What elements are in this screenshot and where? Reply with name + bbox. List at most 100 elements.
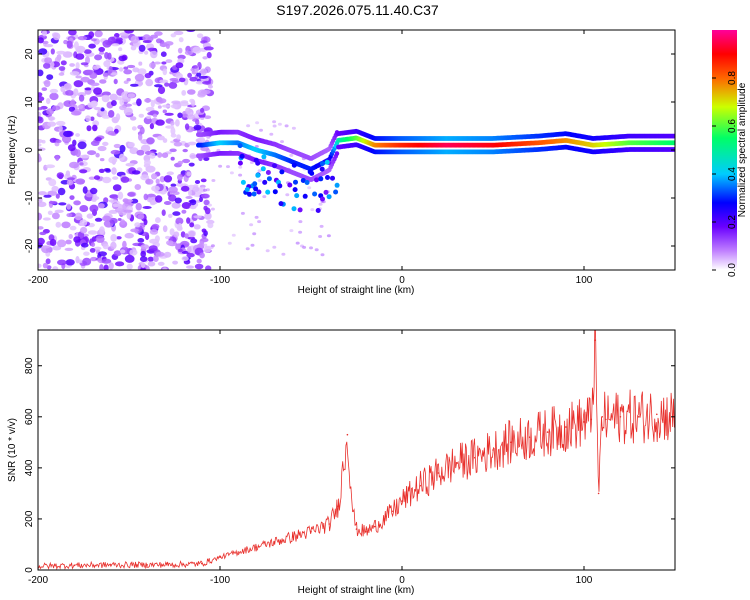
spectrogram-noise-blob (110, 72, 118, 76)
spectrogram-noise-blob (61, 221, 71, 229)
spectrogram-noise-blob (66, 179, 74, 186)
spectrogram-noise-blob (148, 245, 158, 252)
spectrogram-ridge-blob (240, 179, 246, 185)
snr-x-tick-label: -200 (28, 575, 48, 586)
spectrogram-noise-blob (211, 179, 216, 182)
colorbar-tick-label: 0.0 (727, 263, 738, 277)
spectrogram-noise-blob (123, 66, 129, 70)
spectrogram-noise-blob (46, 108, 54, 115)
spectrogram-noise-blob (252, 232, 257, 236)
spectrogram-noise-blob (51, 212, 60, 220)
spectrogram-noise-blob (150, 50, 158, 59)
spectrogram-noise-blob (38, 212, 43, 221)
spectrogram-noise-blob (295, 241, 300, 245)
spectrogram-noise-blob (157, 105, 162, 109)
spectrogram-noise-blob (180, 101, 189, 107)
spectrogram-noise-blob (115, 261, 125, 267)
spectrogram-noise-blob (94, 30, 103, 38)
spectrogram-noise-blob (181, 202, 192, 209)
spectrogram-noise-blob (77, 104, 84, 110)
spectrogram-noise-blob (204, 115, 212, 119)
spectrogram-ridge-blob (294, 193, 300, 199)
spectrogram-noise-blob (249, 161, 254, 164)
spectrogram-noise-blob (164, 112, 174, 116)
spectrogram-noise-blob (153, 255, 159, 262)
spectrogram-x-tick-label: 0 (399, 275, 405, 286)
spectrogram-noise-blob (77, 141, 87, 150)
spectrogram-noise-blob (182, 148, 188, 153)
spectrogram-noise-blob (90, 256, 98, 262)
snr-point (565, 426, 567, 428)
spectrogram-noise-blob (91, 100, 98, 107)
spectrogram-x-tick-label: -200 (28, 275, 48, 286)
spectrogram-noise-blob (124, 30, 134, 34)
spectrogram-noise-blob (151, 173, 158, 180)
spectrogram-ridge-blob (307, 169, 313, 175)
spectrogram-noise-blob (63, 130, 73, 138)
spectrogram-noise-blob (95, 152, 100, 158)
spectrogram-noise-blob (84, 87, 92, 91)
spectrogram-noise-blob (79, 219, 88, 227)
spectrogram-y-tick-label: -20 (24, 238, 35, 253)
spectrogram-noise-blob (170, 120, 175, 126)
spectrogram-ridge-cell (672, 140, 675, 146)
spectrogram-noise-blob (277, 122, 282, 126)
snr-point (355, 528, 358, 530)
snr-point (237, 551, 239, 553)
spectrogram-noise-blob (99, 226, 105, 235)
spectrogram-noise-blob (105, 169, 111, 173)
spectrogram-noise-blob (85, 115, 92, 122)
spectrogram-noise-blob (127, 64, 136, 69)
spectrogram-x-axis-label: Height of straight line (km) (298, 285, 415, 296)
spectrogram-noise-blob (187, 89, 196, 95)
spectrogram-noise-blob (77, 36, 88, 41)
spectrogram-noise-blob (307, 186, 312, 190)
spectrogram-noise-blob (98, 46, 105, 53)
snr-point (352, 510, 354, 513)
snr-point (401, 500, 403, 502)
spectrogram-noise-blob (172, 260, 179, 265)
spectrogram-noise-blob (68, 30, 77, 36)
spectrogram-noise-blob (73, 80, 84, 88)
spectrogram-noise-blob (119, 105, 127, 111)
spectrogram-noise-blob (66, 203, 72, 210)
spectrogram-noise-blob (131, 170, 141, 175)
spectrogram-noise-blob (47, 190, 58, 196)
spectrogram-noise-blob (80, 62, 89, 66)
spectrogram-noise-blob (140, 144, 151, 153)
spectrogram-noise-blob (122, 198, 129, 204)
spectrogram-noise-blob (137, 68, 147, 75)
spectrogram-noise-blob (91, 38, 97, 42)
spectrogram-noise-blob (140, 174, 150, 181)
spectrogram-noise-blob (173, 30, 184, 36)
spectrogram-noise-blob (94, 246, 102, 251)
spectrogram-noise-blob (79, 169, 88, 174)
spectrogram-noise-blob (320, 253, 325, 257)
spectrogram-noise-blob (99, 264, 104, 270)
spectrogram-noise-blob (108, 66, 113, 74)
spectrogram-noise-blob (140, 244, 150, 250)
spectrogram-noise-blob (140, 250, 146, 258)
spectrogram-ridge-blob (252, 181, 258, 187)
spectrogram-noise-blob (69, 195, 75, 201)
spectrogram-noise-blob (163, 175, 173, 183)
spectrogram-noise-blob (65, 90, 74, 96)
spectrogram-noise-blob (111, 167, 117, 175)
spectrogram-noise-blob (45, 258, 51, 265)
spectrogram-noise-blob (169, 228, 175, 236)
spectrogram-noise-blob (309, 246, 313, 250)
spectrogram-y-tick-label: 0 (24, 147, 35, 153)
spectrogram-noise-blob (137, 81, 144, 86)
spectrogram-ridge-blob (272, 163, 277, 169)
snr-point (255, 546, 258, 548)
spectrogram-noise-blob (48, 200, 58, 205)
spectrogram-noise-blob (109, 209, 116, 214)
spectrogram-noise-blob (206, 135, 211, 139)
spectrogram-noise-blob (314, 248, 319, 252)
spectrogram-noise-blob (75, 75, 82, 79)
spectrogram-noise-blob (177, 160, 183, 165)
spectrogram-noise-blob (102, 72, 109, 77)
spectrogram-noise-blob (130, 45, 137, 51)
spectrogram-noise-blob (154, 31, 163, 36)
spectrogram-noise-blob (161, 209, 166, 216)
